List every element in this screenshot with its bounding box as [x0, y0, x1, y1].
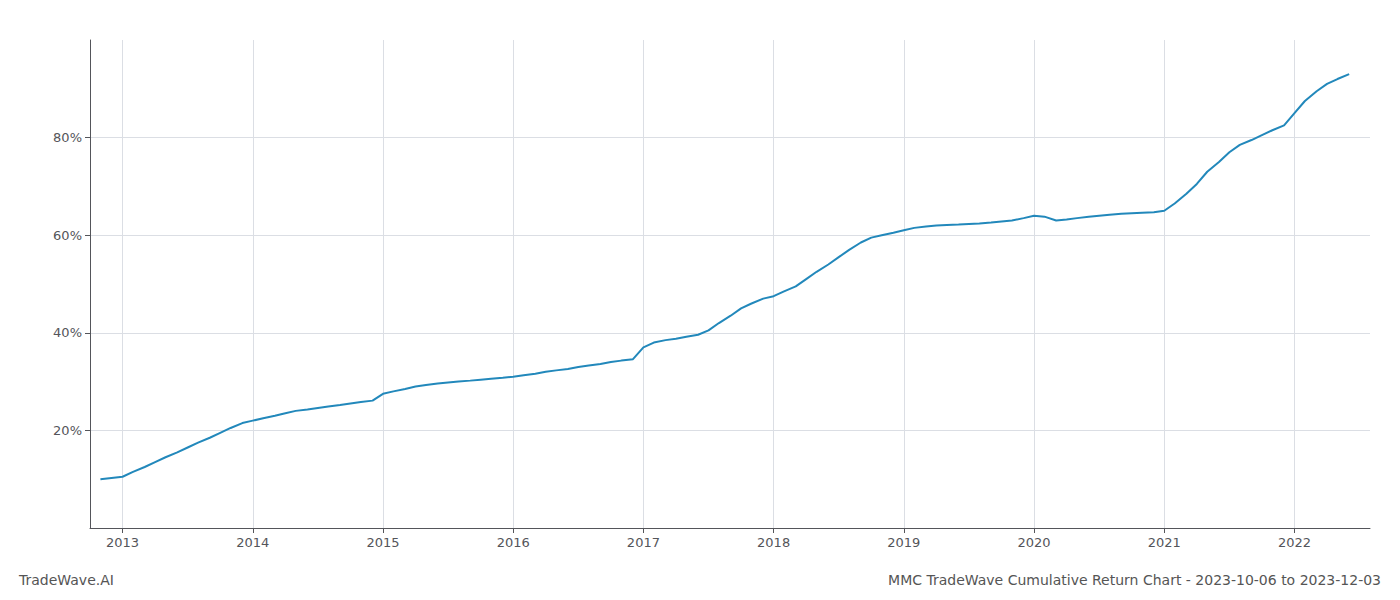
svg-text:80%: 80%: [53, 130, 82, 145]
svg-text:2014: 2014: [236, 535, 269, 550]
svg-text:2016: 2016: [497, 535, 530, 550]
svg-text:2018: 2018: [757, 535, 790, 550]
svg-text:2022: 2022: [1278, 535, 1311, 550]
svg-text:20%: 20%: [53, 423, 82, 438]
svg-text:2019: 2019: [887, 535, 920, 550]
svg-text:TradeWave.AI: TradeWave.AI: [18, 572, 114, 588]
svg-text:2021: 2021: [1148, 535, 1181, 550]
svg-text:MMC TradeWave Cumulative Retur: MMC TradeWave Cumulative Return Chart - …: [888, 572, 1381, 588]
svg-text:2013: 2013: [106, 535, 139, 550]
svg-text:2017: 2017: [627, 535, 660, 550]
svg-text:2020: 2020: [1018, 535, 1051, 550]
svg-text:2015: 2015: [366, 535, 399, 550]
svg-text:40%: 40%: [53, 325, 82, 340]
svg-text:60%: 60%: [53, 228, 82, 243]
